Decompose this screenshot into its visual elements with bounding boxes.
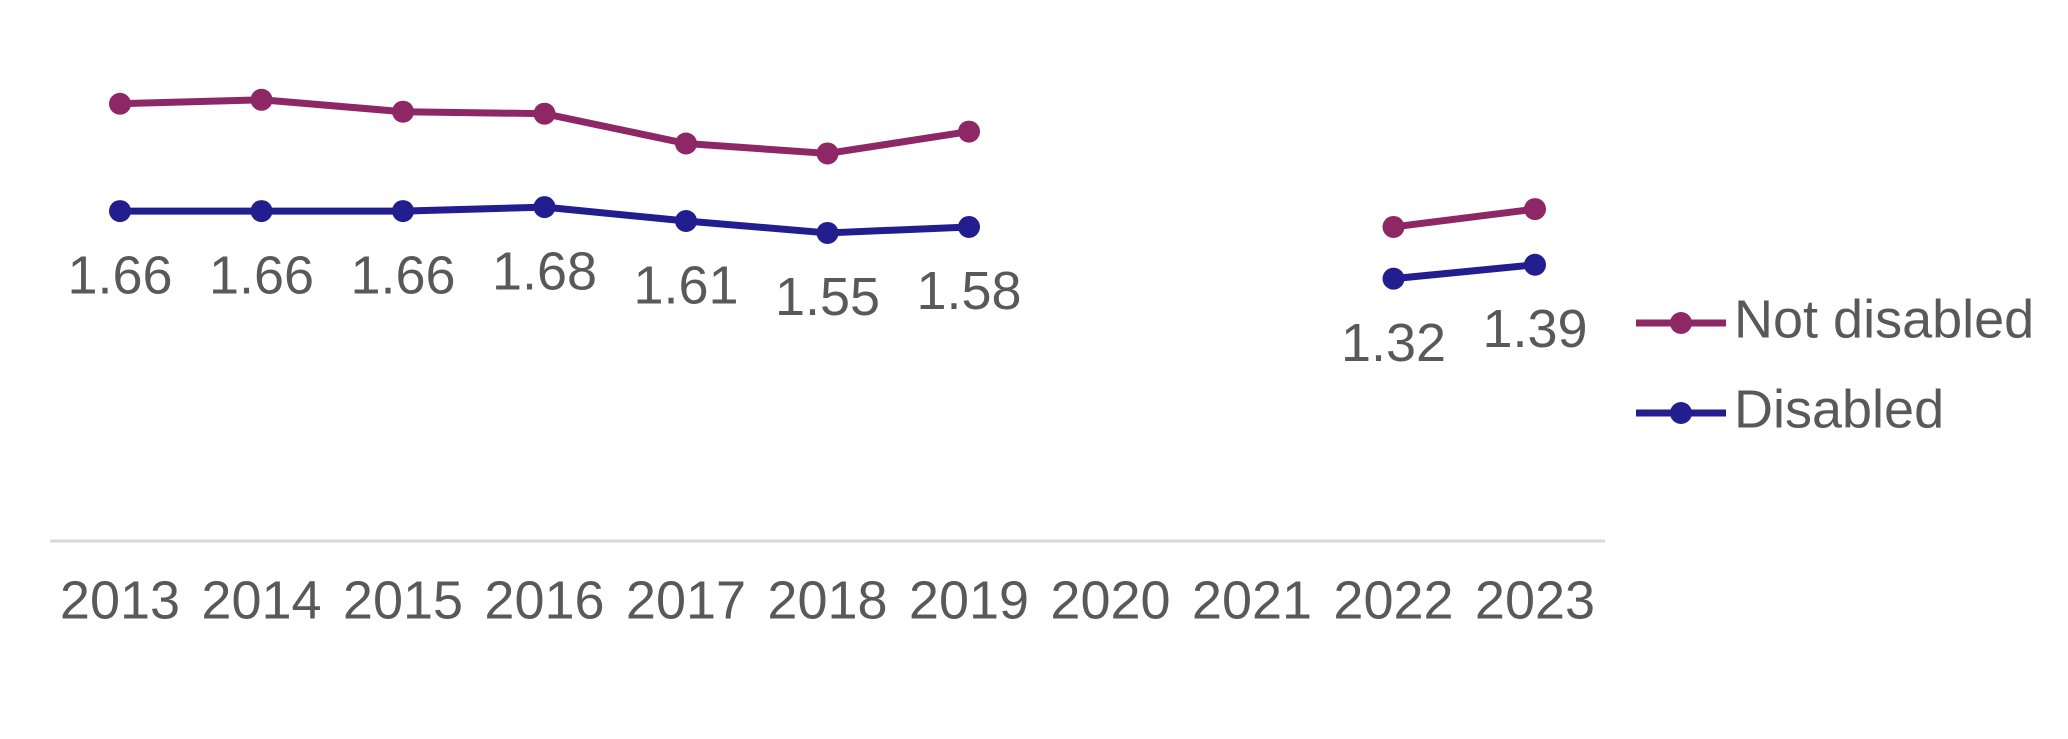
x-tick-label: 2021 bbox=[1192, 570, 1312, 630]
data-point bbox=[958, 215, 980, 238]
x-tick-label: 2014 bbox=[201, 570, 321, 630]
data-point bbox=[109, 200, 131, 223]
data-point bbox=[958, 120, 980, 143]
data-point bbox=[392, 100, 414, 123]
data-label: 1.32 bbox=[1341, 313, 1446, 373]
data-label: 1.61 bbox=[633, 255, 738, 315]
x-tick-label: 2020 bbox=[1050, 570, 1170, 630]
data-point bbox=[392, 200, 414, 223]
data-point bbox=[533, 102, 556, 125]
x-tick-label: 2022 bbox=[1333, 570, 1453, 630]
x-tick-label: 2016 bbox=[484, 570, 604, 630]
legend-marker bbox=[1670, 312, 1692, 334]
data-point bbox=[250, 200, 273, 223]
data-point bbox=[533, 196, 556, 219]
data-label: 1.66 bbox=[209, 245, 314, 305]
legend-label: Not disabled bbox=[1734, 289, 2034, 349]
x-tick-label: 2015 bbox=[343, 570, 463, 630]
data-point bbox=[675, 132, 697, 155]
data-point bbox=[1524, 198, 1546, 221]
legend-label: Disabled bbox=[1734, 379, 1944, 439]
data-label: 1.55 bbox=[775, 267, 880, 327]
x-tick-label: 2018 bbox=[767, 570, 887, 630]
data-label: 1.66 bbox=[67, 245, 172, 305]
x-tick-label: 2017 bbox=[626, 570, 746, 630]
data-label: 1.58 bbox=[916, 261, 1021, 321]
data-point bbox=[1382, 215, 1405, 238]
data-point bbox=[675, 210, 697, 233]
data-point bbox=[816, 221, 839, 244]
data-label: 1.68 bbox=[492, 241, 597, 301]
x-tick-label: 2013 bbox=[60, 570, 180, 630]
x-tick-label: 2023 bbox=[1475, 570, 1595, 630]
x-tick-label: 2019 bbox=[909, 570, 1029, 630]
data-point bbox=[816, 142, 839, 165]
data-point bbox=[109, 92, 131, 115]
data-point bbox=[1524, 253, 1546, 276]
data-point bbox=[250, 88, 273, 111]
data-label: 1.66 bbox=[350, 245, 455, 305]
data-point bbox=[1382, 267, 1405, 290]
legend-marker bbox=[1670, 402, 1692, 424]
data-label: 1.39 bbox=[1482, 299, 1587, 359]
